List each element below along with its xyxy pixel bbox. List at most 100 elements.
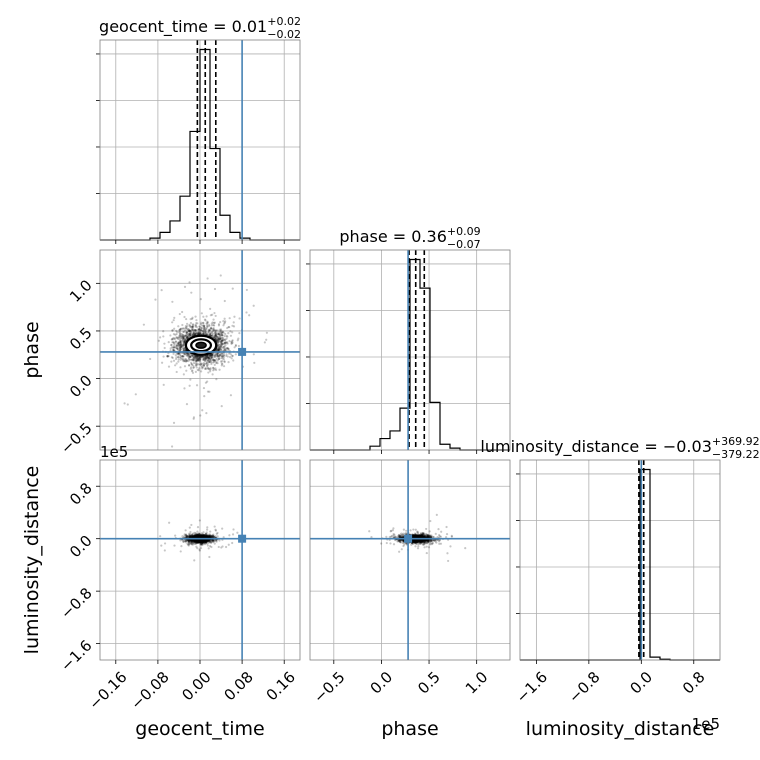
sample-point xyxy=(171,346,174,349)
sample-point xyxy=(172,349,176,352)
sample-point xyxy=(203,332,206,335)
sample-point xyxy=(385,541,388,545)
sample-point xyxy=(178,343,182,347)
sample-point xyxy=(210,355,213,358)
sample-point xyxy=(191,325,194,329)
sample-point xyxy=(210,353,213,357)
sample-point xyxy=(220,546,223,549)
sample-point xyxy=(412,528,415,531)
sample-point xyxy=(175,344,178,348)
sample-point xyxy=(173,544,176,547)
sample-point xyxy=(179,354,182,358)
sample-point xyxy=(204,367,208,371)
sample-point xyxy=(207,357,210,360)
sample-point xyxy=(177,342,180,345)
sample-point xyxy=(196,356,200,359)
sample-point xyxy=(224,332,227,336)
sample-point xyxy=(263,341,266,344)
sample-point xyxy=(234,343,237,347)
sample-point xyxy=(173,327,176,330)
sample-point xyxy=(181,335,184,338)
sample-point xyxy=(203,328,207,332)
sample-point xyxy=(183,315,186,319)
sample-point xyxy=(192,357,195,360)
sample-point xyxy=(169,347,172,350)
sample-point xyxy=(204,319,207,322)
sample-point xyxy=(192,328,195,331)
sample-point xyxy=(179,358,182,361)
sample-point xyxy=(194,359,198,362)
sample-point xyxy=(204,357,207,360)
sample-point xyxy=(180,340,183,343)
sample-point xyxy=(207,331,210,334)
sample-point xyxy=(195,363,198,367)
sample-point xyxy=(188,354,191,357)
sample-point xyxy=(221,339,224,343)
sample-point xyxy=(446,552,449,555)
sample-point xyxy=(176,330,179,334)
sample-point xyxy=(159,336,162,339)
sample-point xyxy=(178,312,181,316)
sample-point xyxy=(191,358,194,361)
sample-point xyxy=(202,364,206,367)
sample-point xyxy=(208,534,211,538)
sample-point xyxy=(214,329,218,332)
sample-point xyxy=(201,366,205,369)
sample-point xyxy=(211,327,214,331)
sample-point xyxy=(265,338,268,341)
sample-point xyxy=(149,357,152,361)
sample-point xyxy=(187,359,190,363)
sample-point xyxy=(189,330,192,333)
sample-point xyxy=(219,337,222,341)
sample-point xyxy=(193,356,196,359)
sample-point xyxy=(175,336,178,339)
sample-point xyxy=(172,421,176,424)
sample-point xyxy=(196,355,199,358)
sample-point xyxy=(182,358,185,361)
sample-point xyxy=(185,534,188,538)
sample-point xyxy=(202,330,205,333)
sample-point xyxy=(183,285,187,289)
sample-point xyxy=(198,328,201,331)
sample-point xyxy=(211,321,214,324)
sample-point xyxy=(245,288,248,292)
sample-point xyxy=(210,334,213,337)
sample-point xyxy=(204,366,207,369)
sample-point xyxy=(199,542,203,546)
sample-point xyxy=(215,333,218,336)
sample-point xyxy=(402,528,406,531)
sample-point xyxy=(208,354,212,357)
sample-point xyxy=(172,333,176,336)
sample-point xyxy=(208,555,211,559)
sample-point xyxy=(189,326,193,329)
sample-point xyxy=(185,359,189,363)
sample-point xyxy=(218,346,221,349)
sample-point xyxy=(185,330,188,333)
sample-point xyxy=(196,357,199,361)
sample-point xyxy=(179,346,183,349)
sample-point xyxy=(391,529,394,532)
sample-point xyxy=(213,363,216,367)
sample-point xyxy=(182,347,185,351)
sample-point xyxy=(166,354,169,358)
sample-point xyxy=(207,363,210,366)
sample-point xyxy=(216,354,219,357)
sample-point xyxy=(222,339,225,342)
sample-point xyxy=(219,328,223,331)
sample-point xyxy=(199,363,202,366)
sample-point xyxy=(200,326,203,330)
sample-point xyxy=(440,530,443,533)
sample-point xyxy=(188,281,191,284)
sample-point xyxy=(179,366,182,369)
sample-point xyxy=(222,345,226,348)
sample-point xyxy=(178,334,181,337)
sample-point xyxy=(214,334,217,338)
sample-point xyxy=(238,317,241,320)
sample-point xyxy=(177,342,180,345)
sample-point xyxy=(213,359,217,362)
sample-point xyxy=(182,336,185,339)
sample-point xyxy=(206,356,209,360)
sample-point xyxy=(173,344,176,347)
sample-point xyxy=(414,545,417,548)
sample-point xyxy=(230,342,233,345)
